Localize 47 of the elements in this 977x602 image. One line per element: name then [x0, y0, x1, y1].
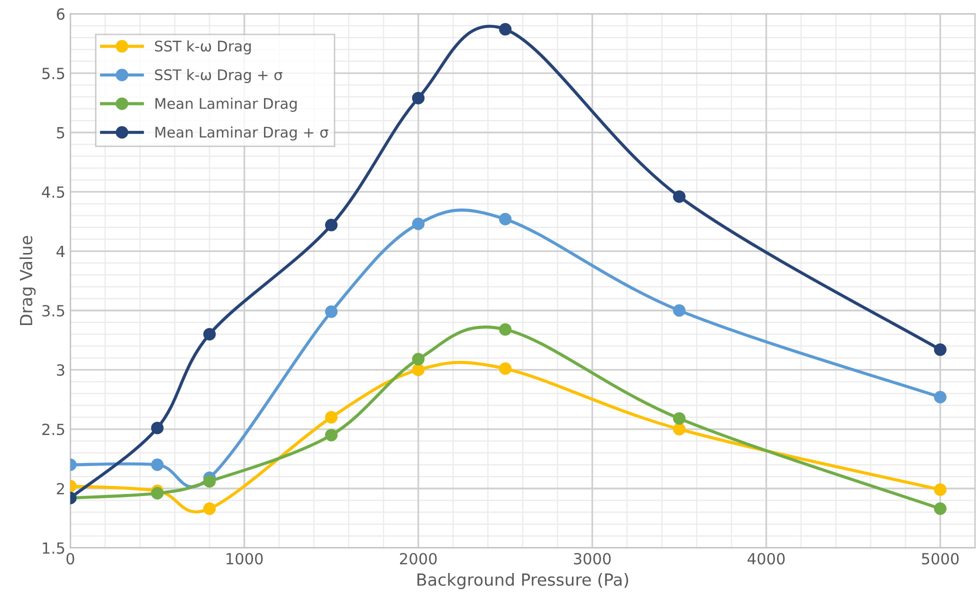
point — [203, 475, 216, 488]
y-tick-label: 2.5 — [42, 424, 64, 436]
legend-label: SST k-ω Drag + σ — [155, 69, 282, 84]
y-tick-label: 1.5 — [42, 542, 64, 554]
x-tick-label: 1000 — [226, 552, 263, 565]
point — [934, 390, 946, 404]
point — [499, 362, 512, 375]
point — [325, 305, 338, 318]
point — [325, 428, 338, 442]
x-tick-label: 2000 — [400, 552, 437, 565]
point — [325, 411, 338, 424]
legend-label: SST k-ω Drag — [155, 40, 251, 54]
point — [151, 422, 164, 434]
point — [673, 304, 686, 317]
x-axis-title: Background Pressure (Pa) — [417, 573, 628, 590]
y-tick-label: 4 — [56, 246, 65, 257]
x-tick-label: 0 — [66, 552, 74, 565]
y-axis-title: Drag Value — [20, 236, 36, 325]
y-tick-label: 5 — [56, 127, 64, 139]
y-tick-label: 5.5 — [42, 68, 64, 80]
point — [412, 218, 425, 230]
y-tick-label: 4.5 — [42, 186, 64, 198]
x-tick-label: 4000 — [748, 552, 785, 565]
point — [412, 352, 425, 366]
point — [499, 323, 512, 336]
y-tick-label: 3 — [56, 364, 64, 376]
point — [412, 92, 425, 104]
point — [934, 343, 946, 356]
x-tick-label: 5000 — [922, 552, 959, 565]
point — [151, 458, 164, 472]
point — [412, 364, 425, 376]
point — [499, 23, 512, 36]
point — [673, 422, 686, 436]
point — [673, 412, 686, 425]
point — [203, 502, 216, 515]
point — [325, 218, 338, 232]
legend-label: Mean Laminar Drag + σ — [155, 126, 328, 141]
y-tick-label: 2 — [56, 482, 64, 494]
x-tick-label: 3000 — [574, 552, 611, 565]
y-tick-label: 3.5 — [42, 304, 64, 317]
point — [934, 483, 946, 496]
point — [934, 502, 946, 515]
point — [203, 328, 216, 340]
legend-label: Mean Laminar Drag — [155, 98, 297, 112]
point — [673, 190, 686, 203]
point — [499, 212, 512, 226]
y-tick-label: 6 — [56, 8, 65, 20]
